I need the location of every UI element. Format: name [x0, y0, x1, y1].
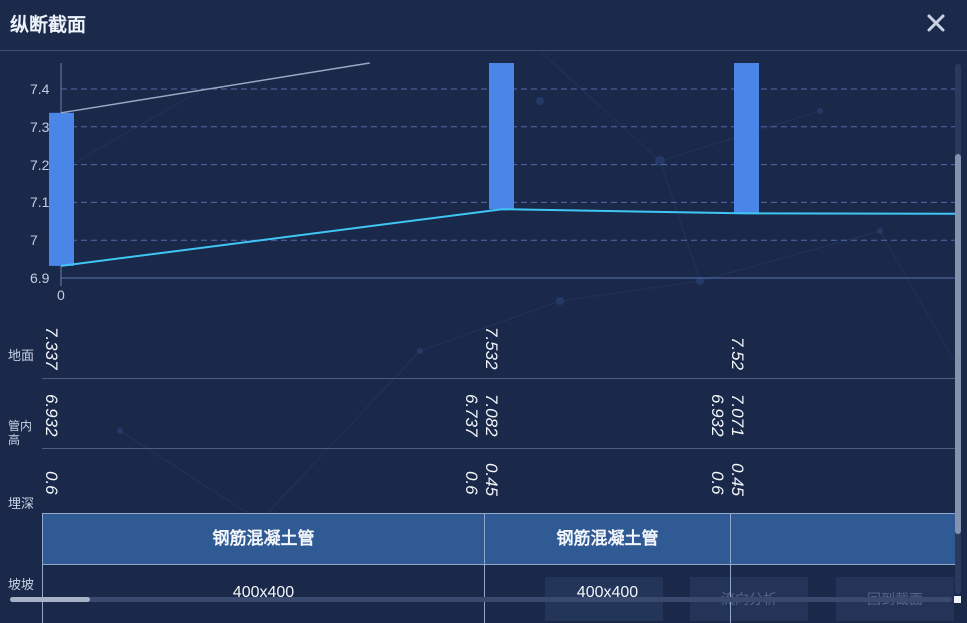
ground-value: 7.52 [728, 337, 747, 371]
pipe-material-header: 钢筋混凝土管 钢筋混凝土管 [42, 513, 958, 565]
depth-value: 0.45 [482, 463, 501, 497]
table-header-cell: 钢筋混凝土管 [43, 514, 485, 564]
dialog-title: 纵断截面 [10, 15, 87, 36]
x-tick-label: 0 [57, 287, 65, 303]
y-tick-label: 7.2 [30, 156, 50, 173]
row-label-ground: 地面 [8, 348, 35, 363]
invert-value: 7.082 [482, 394, 501, 437]
table-row: 400x400 400x400 [42, 564, 957, 623]
table-cell: 400x400 [485, 564, 731, 623]
ground-value: 7.337 [42, 327, 61, 370]
depth-value: 0.45 [728, 463, 747, 497]
profile-content[interactable]: 7.4 7.3 7.2 7.1 7 6.9 0 地面 7.337 7.532 7.52 管… [0, 51, 967, 623]
depth-value: 0.6 [708, 471, 727, 495]
horizontal-scroll-thumb[interactable] [10, 597, 90, 602]
depth-value: 0.6 [42, 471, 61, 495]
table-cell: 400x400 [43, 564, 485, 623]
depth-value: 0.6 [462, 471, 481, 495]
invert-value: 6.737 [462, 394, 481, 437]
ground-elevation-line [60, 62, 370, 114]
table-header-cell [731, 514, 957, 564]
y-tick-label: 7.1 [30, 194, 50, 211]
row-label-slope: 坡坡 [8, 577, 35, 592]
table-cell [731, 564, 957, 623]
table-header-cell: 钢筋混凝土管 [485, 514, 731, 564]
row-divider [42, 378, 958, 379]
invert-value: 6.932 [708, 394, 727, 437]
invert-value: 6.932 [42, 394, 61, 437]
scroll-corner [954, 596, 961, 603]
vertical-scrollbar[interactable] [955, 64, 961, 594]
row-label-depth: 埋深 [8, 496, 35, 511]
vertical-scroll-thumb[interactable] [955, 154, 961, 534]
invert-elevation-line [60, 208, 956, 267]
y-tick-label: 7.4 [30, 81, 50, 97]
pipe-bar [49, 112, 74, 266]
y-tick-label: 7.3 [30, 118, 50, 135]
pipe-bar [734, 63, 759, 214]
y-tick-label: 6.9 [30, 270, 50, 286]
row-divider [42, 448, 958, 449]
close-icon[interactable] [925, 12, 947, 34]
row-label-invert: 管内 高 [8, 419, 33, 447]
y-tick-label: 7 [30, 232, 38, 249]
profile-chart [49, 62, 956, 286]
invert-value: 7.071 [728, 394, 747, 437]
pipe-bar [489, 63, 514, 210]
ground-value: 7.532 [482, 327, 501, 370]
horizontal-scrollbar[interactable] [10, 597, 952, 602]
dialog-header: 纵断截面 [0, 0, 967, 51]
